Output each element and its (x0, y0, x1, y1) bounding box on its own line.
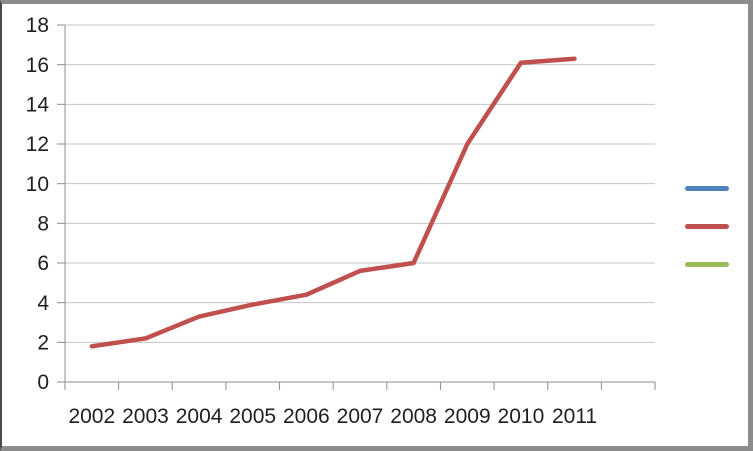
y-axis-tick-label: 0 (37, 371, 49, 394)
y-axis-tick-label: 8 (37, 212, 49, 235)
y-axis-tick-label: 6 (37, 252, 49, 275)
y-axis-tick-label: 14 (26, 93, 50, 116)
x-axis-tick-label: 2011 (552, 405, 597, 428)
chart-legend (685, 4, 731, 446)
y-axis-tick-label: 4 (37, 292, 49, 315)
x-axis-tick-label: 2006 (283, 405, 330, 428)
y-axis-tick-label: 12 (26, 133, 49, 156)
x-axis-tick-label: 2005 (229, 405, 276, 428)
y-axis-tick-label: 18 (26, 14, 49, 37)
legend-swatch-series3 (685, 262, 729, 267)
legend-swatch-series1 (685, 186, 729, 191)
plot-svg: 0 2 4 6 8 10 12 14 16 18 2002 2003 2004 2005 2006 2007 2… (26, 14, 656, 428)
y-axis-tick-label: 10 (26, 173, 49, 196)
x-axis-tick-label: 2010 (498, 405, 545, 428)
x-axis-tick-label: 2007 (337, 405, 384, 428)
line-chart: 0 2 4 6 8 10 12 14 16 18 2002 2003 2004 2005 2006 2007 2… (2, 4, 748, 446)
series-line-2 (89, 56, 577, 349)
x-axis-tick-label: 2008 (390, 405, 437, 428)
x-axis-tick-label: 2004 (176, 405, 223, 428)
x-axis-tick-label: 2009 (444, 405, 491, 428)
x-axis-tick-label: 2002 (68, 405, 115, 428)
y-axis-tick-label: 16 (26, 54, 49, 77)
y-axis-tick-label: 2 (37, 331, 49, 354)
x-axis-tick-label: 2003 (122, 405, 169, 428)
legend-swatch-series2 (685, 224, 729, 229)
